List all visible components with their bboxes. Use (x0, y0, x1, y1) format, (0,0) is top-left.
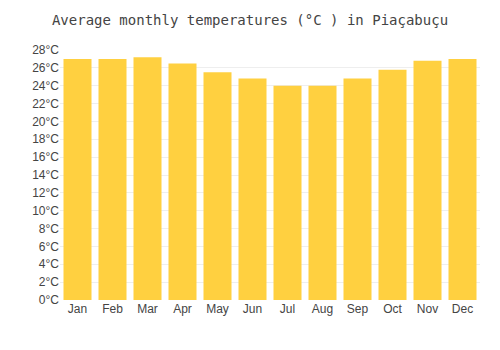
svg-text:24°C: 24°C (32, 79, 59, 93)
svg-text:Jan: Jan (68, 302, 87, 316)
svg-text:20°C: 20°C (32, 115, 59, 129)
svg-text:Average monthly temperatures (: Average monthly temperatures (°C ) in Pi… (52, 12, 448, 28)
svg-text:Apr: Apr (173, 302, 192, 316)
svg-text:Oct: Oct (383, 302, 402, 316)
svg-text:0°C: 0°C (39, 293, 59, 307)
svg-text:Mar: Mar (137, 302, 158, 316)
svg-text:10°C: 10°C (32, 204, 59, 218)
svg-text:14°C: 14°C (32, 168, 59, 182)
svg-text:8°C: 8°C (39, 222, 59, 236)
svg-text:12°C: 12°C (32, 186, 59, 200)
svg-text:26°C: 26°C (32, 61, 59, 75)
svg-text:Nov: Nov (417, 302, 438, 316)
svg-text:22°C: 22°C (32, 97, 59, 111)
svg-text:May: May (206, 302, 229, 316)
svg-text:6°C: 6°C (39, 240, 59, 254)
svg-text:Jul: Jul (280, 302, 295, 316)
svg-text:16°C: 16°C (32, 150, 59, 164)
svg-text:Dec: Dec (452, 302, 473, 316)
svg-text:4°C: 4°C (39, 257, 59, 271)
svg-text:Jun: Jun (243, 302, 262, 316)
svg-text:Aug: Aug (312, 302, 333, 316)
svg-text:28°C: 28°C (32, 43, 59, 57)
svg-text:Sep: Sep (347, 302, 369, 316)
svg-text:2°C: 2°C (39, 275, 59, 289)
svg-text:18°C: 18°C (32, 132, 59, 146)
svg-text:Feb: Feb (102, 302, 123, 316)
